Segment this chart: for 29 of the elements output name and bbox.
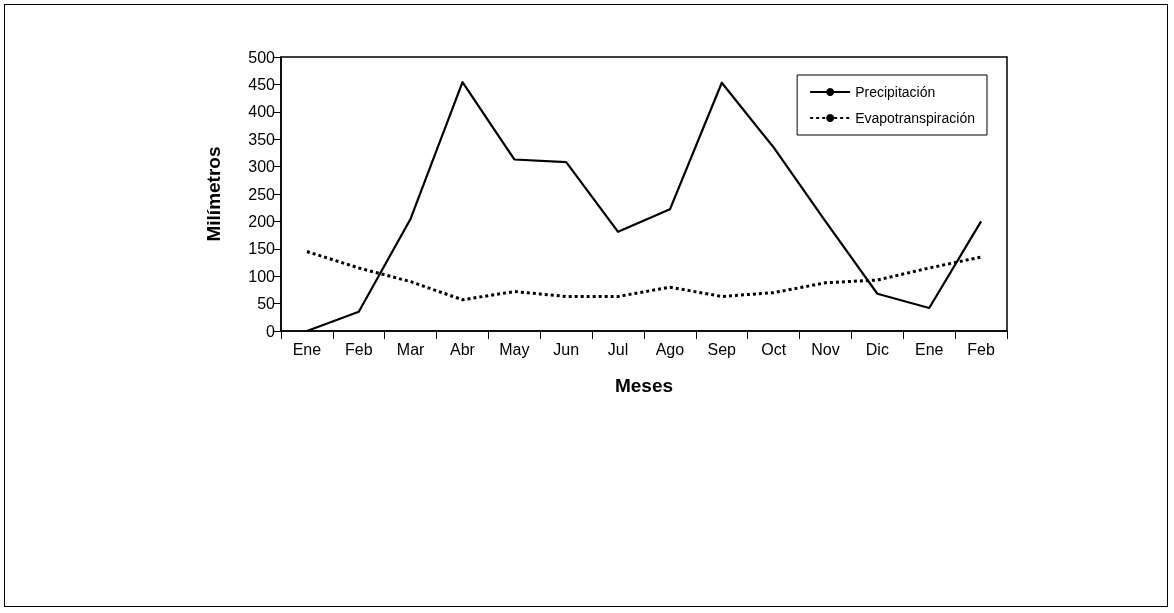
y-tick-label: 350 (248, 130, 276, 148)
x-tick-label: Feb (345, 340, 373, 358)
y-tick-label: 0 (266, 322, 276, 340)
x-tick-label: Oct (761, 340, 787, 358)
y-tick-label: 250 (248, 185, 276, 203)
y-tick-label: 100 (248, 267, 276, 285)
x-tick-label: Jun (553, 340, 580, 358)
x-tick-label: Dic (865, 340, 889, 358)
x-tick-label: Jul (607, 340, 629, 358)
y-tick-label: 500 (248, 48, 276, 66)
y-tick-label: 150 (248, 240, 276, 258)
legend-label: Precipitación (855, 84, 936, 100)
y-tick-label: 400 (248, 103, 276, 121)
x-tick-label: Ene (914, 340, 944, 358)
y-tick-label: 200 (248, 212, 276, 230)
x-tick-label: Ago (655, 340, 685, 358)
y-tick-label: 450 (248, 75, 276, 93)
x-tick-label: Mar (396, 340, 426, 358)
y-tick-label: 300 (248, 158, 276, 176)
x-tick-label: Nov (811, 340, 840, 358)
legend-label: Evapotranspiración (855, 110, 976, 126)
x-tick-label: Abr (450, 340, 476, 358)
x-tick-label: Ene (292, 340, 322, 358)
x-tick-label: Sep (707, 340, 737, 358)
x-tick-label: May (499, 340, 530, 358)
y-axis-title: Milímetros (203, 146, 224, 242)
y-tick-label: 50 (257, 295, 276, 313)
x-axis-title: Meses (614, 375, 674, 396)
x-tick-label: Feb (967, 340, 995, 358)
